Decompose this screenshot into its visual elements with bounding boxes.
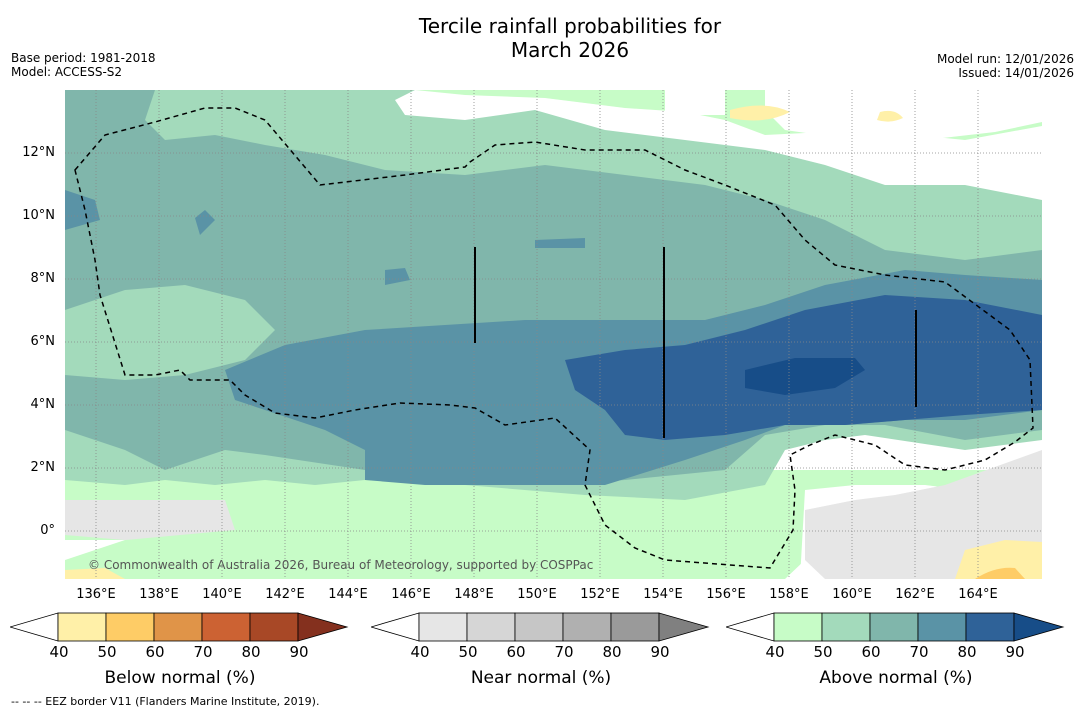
region-below-orange [975,567,1025,579]
colorbar-swatch [917,612,967,642]
region-above-90 [745,358,865,395]
colorbar-near [371,612,710,642]
lon-label: 146°E [391,587,431,602]
lat-label: 12°N [22,145,55,160]
colorbar-swatch [965,612,1015,642]
model-run: Model run: 12/01/2026 [936,52,1074,66]
issued-date: Issued: 14/01/2026 [958,66,1074,80]
colorbar-swatch [562,612,612,642]
colorbar-swatch [514,612,564,642]
colorbar-below-title: Below normal (%) [104,668,256,688]
lat-label: 8°N [30,271,56,286]
cb-tick: 40 [765,643,785,661]
colorbar-extend-high [658,612,710,642]
colorbar-swatch [105,612,155,642]
colorbar-extend-low [10,612,59,642]
lon-gridlines [95,90,979,579]
colorbar-near-swatches [371,612,710,642]
lon-label: 136°E [76,587,116,602]
footnote: -- -- -- EEZ border V11 (Flanders Marine… [11,695,320,708]
colorbar-above-title: Above normal (%) [819,668,973,688]
copyright-notice: © Commonwealth of Australia 2026, Bureau… [88,558,593,572]
colorbar-swatch [869,612,919,642]
lon-label: 158°E [769,587,809,602]
meta-right: Model run: 12/01/2026 Issued: 14/01/2026 [937,52,1074,80]
probability-map[interactable]: © Commonwealth of Australia 2026, Bureau… [65,90,1042,579]
model-name: Model: ACCESS-S2 [11,65,123,79]
lon-label: 144°E [328,587,368,602]
cb-tick: 70 [554,643,574,661]
lat-label: 0° [40,523,55,538]
colorbar-above-swatches [726,612,1065,642]
cb-tick: 90 [650,643,670,661]
lon-label: 152°E [580,587,620,602]
cb-tick: 60 [506,643,526,661]
base-period: Base period: 1981-2018 [11,51,156,65]
cb-tick: 50 [97,643,117,661]
cb-tick: 90 [289,643,309,661]
cb-tick: 60 [145,643,165,661]
lat-label: 4°N [30,397,56,412]
colorbar-near-title: Near normal (%) [470,668,612,688]
cb-tick: 40 [49,643,69,661]
colorbar-extend-high [1013,612,1065,642]
map-title: Tercile rainfall probabilities for March… [0,14,1085,62]
lon-label: 140°E [202,587,242,602]
lat-label: 2°N [30,460,56,475]
region-white-top [665,90,1042,140]
cb-tick: 50 [458,643,478,661]
lon-label: 154°E [643,587,683,602]
colorbar-extend-low [726,612,775,642]
colorbar-swatch [57,612,107,642]
colorbar-extend-low [371,612,420,642]
lon-label: 164°E [958,587,998,602]
colorbar-swatch [821,612,871,642]
cb-tick: 50 [813,643,833,661]
lon-label: 160°E [832,587,872,602]
colorbar-swatch [201,612,251,642]
title-line-1: Tercile rainfall probabilities for [418,14,722,38]
cb-tick: 40 [410,643,430,661]
colorbar-swatch [418,612,468,642]
lat-label: 6°N [30,334,56,349]
cb-tick: 80 [602,643,622,661]
lon-label: 162°E [895,587,935,602]
cb-tick: 70 [909,643,929,661]
lon-label: 148°E [454,587,494,602]
cb-tick: 80 [241,643,261,661]
eez-border [74,107,1034,569]
colorbar-swatch [249,612,299,642]
island-markers [474,247,917,438]
lat-label: 10°N [22,208,55,223]
region-above-50-left [65,285,275,380]
cb-tick: 70 [193,643,213,661]
lon-label: 150°E [517,587,557,602]
title-line-2: March 2026 [510,38,630,62]
colorbar-above [726,612,1065,642]
lon-label: 138°E [139,587,179,602]
colorbar-swatch [153,612,203,642]
colorbar-below [10,612,349,642]
lat-gridlines [65,152,1042,532]
colorbar-swatch [773,612,823,642]
region-grey-bottom [65,450,1042,579]
colorbar-swatch [466,612,516,642]
lon-label: 142°E [265,587,305,602]
meta-left: Base period: 1981-2018 Model: ACCESS-S2 [11,51,156,79]
colorbar-below-swatches [10,612,349,642]
colorbar-swatch [610,612,660,642]
cb-tick: 90 [1005,643,1025,661]
colorbar-extend-high [297,612,349,642]
cb-tick: 60 [861,643,881,661]
cb-tick: 80 [957,643,977,661]
lon-label: 156°E [706,587,746,602]
